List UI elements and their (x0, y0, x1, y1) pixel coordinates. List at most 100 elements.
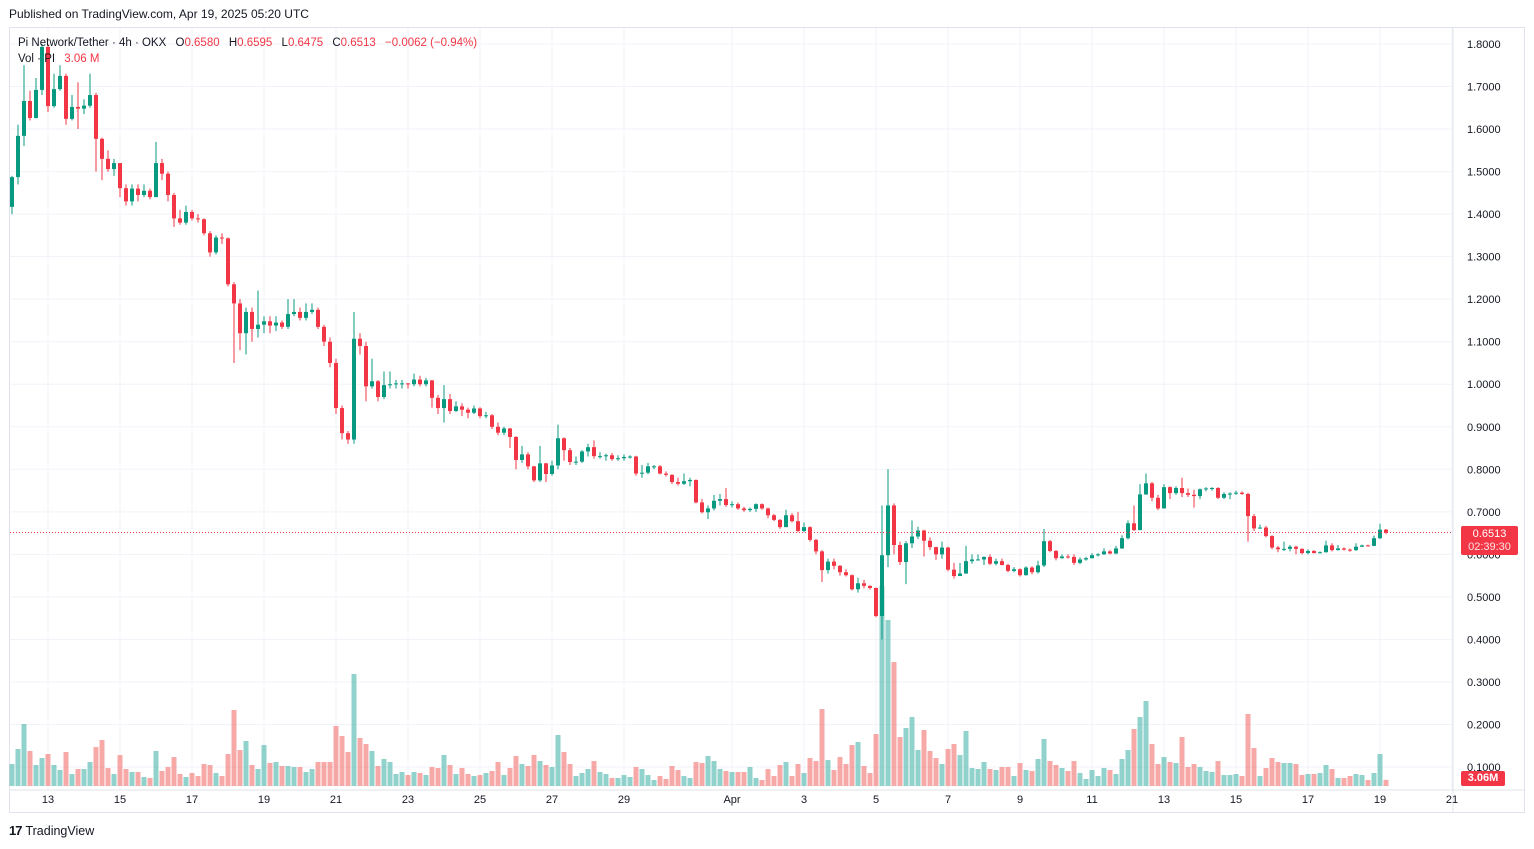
volume-bar (363, 744, 369, 786)
volume-bar (1335, 778, 1341, 786)
candle (1132, 505, 1136, 531)
candle-body (400, 383, 404, 385)
candle-body (682, 481, 686, 484)
candle-body (1192, 494, 1196, 497)
candle-body (28, 100, 32, 119)
candle (310, 303, 314, 315)
candle (1096, 553, 1100, 557)
candle-body (802, 527, 806, 531)
candle (466, 407, 470, 419)
candle-body (628, 456, 632, 458)
candle-body (196, 218, 200, 220)
volume-value: 3.06 M (64, 53, 100, 65)
candle-body (256, 324, 260, 329)
candle (1282, 541, 1286, 551)
tradingview-logo[interactable]: 17 TradingView (9, 823, 94, 838)
volume-bar (879, 586, 885, 786)
candle (574, 456, 578, 466)
volume-bar (1191, 764, 1197, 786)
candle-body (328, 341, 332, 363)
high-label: H (228, 37, 238, 49)
volume-bar (651, 780, 657, 786)
open-value: 0.6580 (184, 37, 220, 49)
candle (376, 379, 380, 402)
candle (1378, 523, 1382, 540)
tradingview-logo-icon: 17 (9, 823, 23, 838)
volume-bar (357, 738, 363, 786)
candle (52, 73, 56, 108)
volume-label[interactable]: Vol · PI (18, 53, 56, 65)
volume-bar (903, 728, 909, 786)
candle-body (124, 188, 128, 202)
time-tick-label: 7 (945, 794, 951, 806)
candle (388, 371, 392, 389)
candle (286, 299, 290, 329)
candle-body (724, 499, 728, 506)
candle (1024, 566, 1028, 576)
candle (526, 452, 530, 470)
candle-body (526, 454, 530, 467)
price-tick-label: 0.9000 (1467, 422, 1501, 434)
volume-bar (1305, 774, 1311, 786)
volume-bar (219, 776, 225, 786)
candle-body (370, 381, 374, 387)
candle (1192, 489, 1196, 508)
candle-body (286, 314, 290, 327)
candle (100, 137, 104, 181)
candle (1126, 520, 1130, 540)
candle-body (1372, 538, 1376, 546)
candle-body (160, 163, 164, 174)
candle (16, 124, 20, 185)
volume-bar (975, 769, 981, 786)
time-tick-label: 21 (1446, 794, 1458, 806)
candle-body (898, 545, 902, 563)
candle (880, 505, 884, 640)
candle (670, 474, 674, 485)
volume-bar (369, 751, 375, 786)
volume-bar (195, 776, 201, 786)
volume-bar (603, 774, 609, 786)
candle (1060, 554, 1064, 559)
volume-bar (75, 769, 81, 786)
volume-bar (705, 756, 711, 786)
price-axis: 1.8000 1.7000 1.6000 1.5000 1.4000 1.3000 1.20… (1452, 28, 1501, 813)
candle-body (574, 461, 578, 463)
volume-bar (393, 774, 399, 786)
price-tick-label: 0.8000 (1467, 464, 1501, 476)
candle (514, 436, 518, 470)
candle (568, 448, 572, 466)
volume-bar (1233, 774, 1239, 786)
candle-body (112, 163, 116, 170)
volume-bar (243, 741, 249, 786)
candle (10, 175, 14, 215)
volume-bar (1125, 750, 1131, 786)
candle (898, 541, 902, 565)
candle-body (1042, 541, 1046, 566)
candle (124, 184, 128, 206)
legend-ohlc-row: Pi Network/Tether · 4h · OKX O0.6580 H0.… (18, 35, 477, 51)
candle-body (88, 95, 92, 106)
price-tick-label: 0.4000 (1467, 634, 1501, 646)
candle-body (1066, 556, 1070, 558)
candle-body (334, 362, 338, 409)
volume-bar (207, 765, 213, 786)
candle-body (1312, 550, 1316, 554)
candle (520, 445, 524, 463)
candle-body (1024, 567, 1028, 576)
symbol-title[interactable]: Pi Network/Tether · 4h · OKX (18, 37, 167, 49)
candle-body (454, 406, 458, 412)
candle (688, 477, 692, 487)
candle (352, 311, 356, 444)
volume-bar (507, 768, 513, 786)
candle (1138, 484, 1142, 531)
candle (1354, 543, 1358, 551)
volume-bar (747, 767, 753, 786)
volume-bar (201, 764, 207, 786)
candle (130, 184, 134, 206)
candle (622, 454, 626, 461)
candle (550, 460, 554, 476)
candle-body (556, 438, 560, 466)
volume-bar (1029, 771, 1035, 786)
volume-bar (297, 767, 303, 786)
